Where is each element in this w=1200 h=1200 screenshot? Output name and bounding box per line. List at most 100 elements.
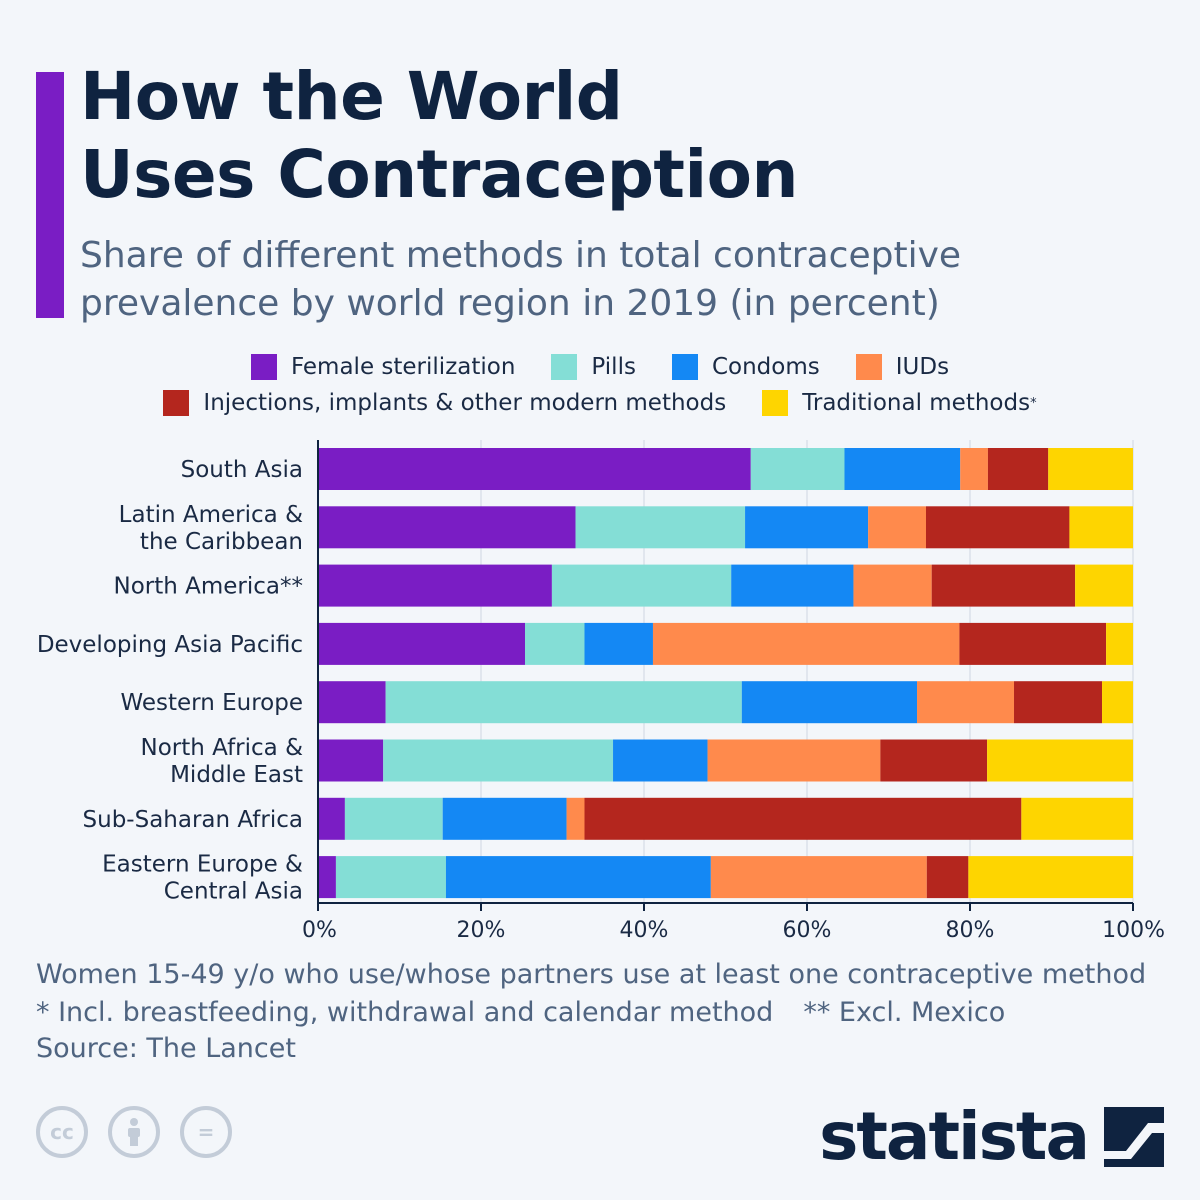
legend-swatch [551, 354, 578, 380]
x-tick-label: 40% [620, 918, 669, 943]
bar-segment [750, 448, 845, 490]
bar-segment [968, 856, 1133, 899]
creative-commons-icon[interactable]: cc [36, 1106, 88, 1158]
attribution-person-icon[interactable] [108, 1106, 160, 1158]
bar-segment [917, 681, 1015, 724]
legend-swatch [855, 354, 882, 380]
bar-segment [318, 856, 336, 899]
x-tick-label: 80% [946, 918, 995, 943]
legend-row-1: Female sterilization Pills Condoms IUDs [0, 354, 1200, 380]
legend-label: Traditional methods [802, 390, 1031, 416]
x-tick-label: 0% [302, 918, 337, 943]
legend-label: IUDs [895, 354, 950, 380]
legend-label: Female sterilization [290, 354, 516, 380]
bar-segment [445, 856, 711, 899]
x-tick-label: 60% [783, 918, 832, 943]
legend-label: Condoms [711, 354, 820, 380]
bar-segment [731, 564, 854, 607]
bar-segment [925, 506, 1070, 549]
category-label: South Asia [181, 457, 303, 483]
legend-item-traditional: Traditional methods * [762, 390, 1037, 416]
footnote-north-america: ** Excl. Mexico [803, 997, 1006, 1028]
category-label: North America** [113, 574, 303, 600]
bar-segment [1102, 681, 1133, 724]
bar-segment [844, 448, 961, 490]
subtitle-line-1: Share of different methods in total cont… [80, 235, 962, 276]
bar-segment [931, 564, 1076, 607]
bar-segment [1021, 797, 1133, 840]
x-tick-label: 20% [457, 918, 506, 943]
bar-segment [318, 564, 552, 607]
bar-segment [385, 681, 742, 724]
bar-segment [960, 448, 988, 490]
statista-logo-icon [1104, 1106, 1164, 1167]
bar-segment [318, 506, 576, 549]
bar-segment [987, 739, 1133, 782]
bar-segment [318, 797, 345, 840]
bar-segment [868, 506, 926, 549]
bar-segment [318, 448, 751, 490]
x-tick-label: 100% [1102, 918, 1165, 943]
legend-label: Pills [591, 354, 636, 380]
title-line-2: Uses Contraception [80, 136, 798, 213]
person-glyph [128, 1118, 140, 1146]
bar-segment [745, 506, 869, 549]
category-label: North Africa & [141, 735, 304, 761]
statista-logo[interactable]: statista [819, 1098, 1164, 1175]
category-label: the Caribbean [140, 529, 303, 555]
license-icons: cc = [36, 1106, 252, 1158]
bar-segment [344, 797, 443, 840]
bar-segment [987, 448, 1049, 490]
category-label: Middle East [170, 762, 303, 788]
bar-segment [584, 622, 653, 665]
subtitle-line-2: prevalence by world region in 2019 (in p… [80, 283, 940, 324]
bar-segment [880, 739, 988, 782]
bar-segment [442, 797, 567, 840]
brand-wordmark: statista [819, 1098, 1090, 1175]
legend-item-injections: Injections, implants & other modern meth… [163, 390, 726, 416]
legend-item-pills: Pills [551, 354, 636, 380]
no-derivatives-icon[interactable]: = [180, 1106, 232, 1158]
title-line-1: How the World [80, 58, 623, 135]
category-label: Sub-Saharan Africa [83, 807, 303, 833]
title-accent-bar [36, 72, 64, 318]
bar-segment [584, 797, 1022, 840]
bar-segment [318, 739, 384, 782]
footnote-traditional: * Incl. breastfeeding, withdrawal and ca… [36, 997, 774, 1028]
chart-subtitle: Share of different methods in total cont… [80, 232, 1160, 328]
bar-segment [707, 739, 881, 782]
bar-segment [1069, 506, 1133, 549]
bar-segment [383, 739, 614, 782]
bar-segment [566, 797, 585, 840]
source-note: Source: The Lancet [36, 1033, 296, 1064]
page-title: How the World Uses Contraception [80, 58, 1160, 214]
bar-segment [853, 564, 932, 607]
bar-segment [525, 622, 585, 665]
category-label: Latin America & [119, 502, 303, 528]
legend-swatch [250, 354, 277, 380]
category-label: Eastern Europe & [102, 852, 303, 878]
legend-swatch [762, 390, 789, 416]
bar-segment [318, 622, 526, 665]
legend-item-condoms: Condoms [671, 354, 820, 380]
category-label: Central Asia [164, 879, 303, 905]
bar-segment [613, 739, 708, 782]
bar-segment [1048, 448, 1133, 490]
bar-segment [335, 856, 446, 899]
bar-segment [1075, 564, 1133, 607]
chart-notes: Women 15-49 y/o who use/whose partners u… [36, 956, 1176, 1032]
bar-segment [926, 856, 969, 899]
note-line-2: * Incl. breastfeeding, withdrawal and ca… [36, 994, 1176, 1032]
legend-label: Injections, implants & other modern meth… [203, 390, 727, 416]
bar-segment [710, 856, 927, 899]
note-line-1: Women 15-49 y/o who use/whose partners u… [36, 959, 1147, 990]
bar-segment [1106, 622, 1133, 665]
bar-segment [551, 564, 732, 607]
legend-item-iuds: IUDs [855, 354, 950, 380]
category-label: Developing Asia Pacific [37, 632, 303, 658]
legend-footnote-mark: * [1030, 395, 1037, 411]
bar-segment [575, 506, 746, 549]
bar-segment [652, 622, 960, 665]
legend-row-2: Injections, implants & other modern meth… [0, 390, 1200, 416]
legend-item-female-sterilization: Female sterilization [250, 354, 516, 380]
